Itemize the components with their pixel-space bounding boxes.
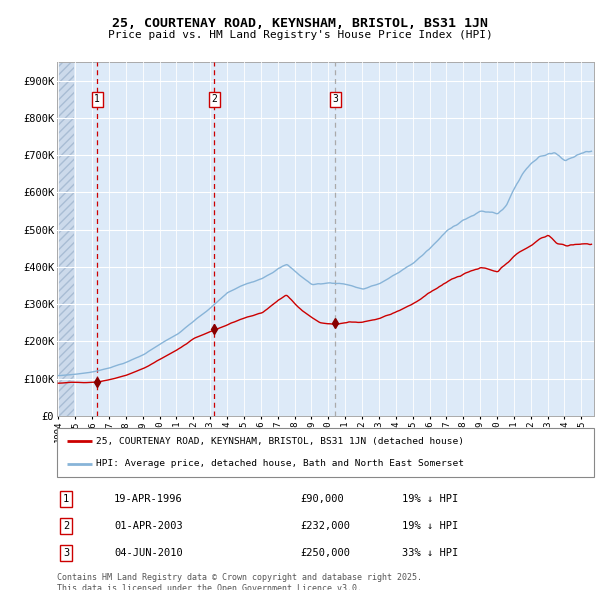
Text: 19% ↓ HPI: 19% ↓ HPI — [402, 494, 458, 504]
Text: 04-JUN-2010: 04-JUN-2010 — [114, 548, 183, 558]
Text: 3: 3 — [63, 548, 69, 558]
Text: HPI: Average price, detached house, Bath and North East Somerset: HPI: Average price, detached house, Bath… — [96, 459, 464, 468]
Text: 25, COURTENAY ROAD, KEYNSHAM, BRISTOL, BS31 1JN: 25, COURTENAY ROAD, KEYNSHAM, BRISTOL, B… — [112, 17, 488, 30]
Text: 1: 1 — [63, 494, 69, 504]
Text: 2: 2 — [211, 94, 217, 104]
Text: Contains HM Land Registry data © Crown copyright and database right 2025.
This d: Contains HM Land Registry data © Crown c… — [57, 573, 422, 590]
Text: 25, COURTENAY ROAD, KEYNSHAM, BRISTOL, BS31 1JN (detached house): 25, COURTENAY ROAD, KEYNSHAM, BRISTOL, B… — [96, 437, 464, 446]
Text: £232,000: £232,000 — [300, 521, 350, 531]
Text: £90,000: £90,000 — [300, 494, 344, 504]
Text: 19% ↓ HPI: 19% ↓ HPI — [402, 521, 458, 531]
Text: 01-APR-2003: 01-APR-2003 — [114, 521, 183, 531]
FancyBboxPatch shape — [57, 428, 594, 477]
Text: 3: 3 — [332, 94, 338, 104]
Text: Price paid vs. HM Land Registry's House Price Index (HPI): Price paid vs. HM Land Registry's House … — [107, 30, 493, 40]
Text: 33% ↓ HPI: 33% ↓ HPI — [402, 548, 458, 558]
Text: £250,000: £250,000 — [300, 548, 350, 558]
Text: 2: 2 — [63, 521, 69, 531]
Text: 1: 1 — [94, 94, 100, 104]
Text: 19-APR-1996: 19-APR-1996 — [114, 494, 183, 504]
